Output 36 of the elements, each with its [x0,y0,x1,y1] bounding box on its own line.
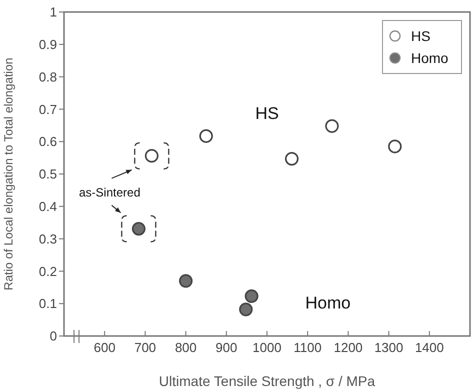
x-tick-label: 600 [94,340,116,356]
annotation: HS [255,104,279,123]
x-axis-title: Ultimate Tensile Strength , σ / MPa [158,373,376,389]
point [132,222,146,236]
y-tick-label: 0.5 [38,166,57,182]
x-tick-label: 1200 [334,340,363,356]
y-tick-label: 1 [50,4,57,20]
point [239,302,253,316]
x-tick-label: 1100 [294,340,322,356]
point [199,129,213,143]
point [388,140,402,154]
y-tick-label: 0.4 [38,199,57,214]
x-tick-label: 1000 [252,340,282,356]
point [284,152,299,166]
text: HS [411,27,430,46]
y-tick-label: 0.3 [38,231,57,246]
x-tick-label: 900 [216,340,238,356]
y-tick-label: 0.9 [38,37,57,52]
y-tick-label: 0.2 [38,264,57,279]
x-tick-label: 700 [134,340,156,356]
y-axis-title: Ratio of Local elongation to Total elongation [1,58,16,290]
y-tick-label: 0.7 [38,102,57,117]
point [244,289,258,303]
point [325,119,339,133]
annotation: Homo [305,293,351,312]
y-tick-label: 0 [50,328,57,344]
point [179,274,193,288]
y-tick-label: 0.8 [38,69,57,84]
y-tick-label: 0.1 [38,296,57,312]
x-tick-label: 1300 [374,340,404,356]
legend-label: Homo [411,49,448,68]
y-tick-label: 0.6 [38,134,57,150]
point [144,149,158,163]
x-tick-label: 1400 [414,340,444,356]
annotation: as-Sintered [79,185,140,200]
x-tick-label: 800 [174,340,197,356]
